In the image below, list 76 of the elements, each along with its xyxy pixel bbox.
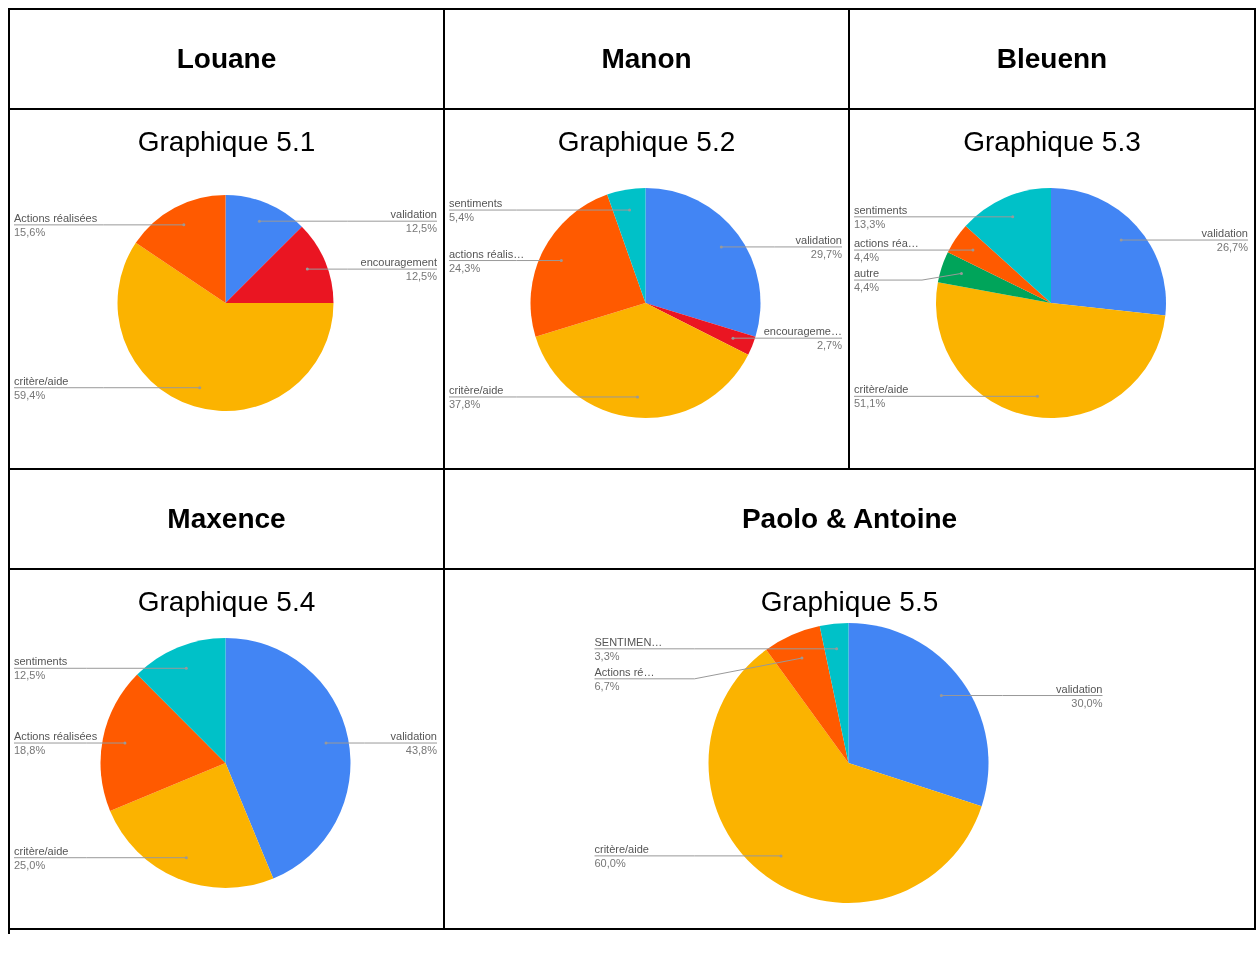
pie-slice: [937, 252, 1051, 303]
pie-slice: [645, 303, 756, 355]
data-label: 12,5%: [405, 270, 438, 283]
pie-slice: [135, 195, 226, 303]
data-label: 29,7%: [810, 247, 843, 260]
data-label: 4,4%: [854, 251, 880, 264]
pie-slice: [936, 282, 1166, 418]
data-label: 5,4%: [449, 211, 475, 224]
data-label: 12,5%: [14, 669, 46, 682]
slice-label: critère/aide: [14, 844, 69, 857]
data-label: 24,3%: [449, 261, 481, 274]
chart-title: Paolo & Antoine: [445, 470, 1256, 570]
pie-slice: [708, 649, 982, 903]
slice-label: validation: [390, 730, 437, 743]
data-label: 6,7%: [594, 679, 620, 692]
pie-slice: [225, 195, 302, 303]
pie-slice: [137, 638, 226, 763]
slice-label: actions réalis…: [449, 247, 525, 260]
pie-slice: [117, 242, 334, 411]
slice-label: encouragement: [360, 256, 437, 269]
chart-title: Maxence: [10, 470, 445, 570]
pie-slice: [965, 188, 1051, 303]
data-label: 3,3%: [594, 649, 620, 662]
pie-slice: [947, 225, 1051, 303]
slice-label: encourageme…: [763, 325, 842, 338]
pie-slice: [535, 303, 749, 418]
data-label: 18,8%: [14, 744, 46, 757]
slice-label: Actions ré…: [594, 665, 655, 678]
slice-label: critère/aide: [594, 842, 649, 855]
data-label: 59,4%: [14, 388, 46, 401]
data-label: 51,1%: [854, 397, 886, 410]
slice-label: SENTIMEN…: [594, 635, 663, 648]
chart-subtitle: Graphique 5.3: [962, 126, 1142, 158]
pie-slice: [819, 623, 849, 763]
slice-label: validation: [1201, 227, 1248, 240]
pie-slice: [766, 626, 849, 763]
slice-label: critère/aide: [854, 383, 909, 396]
data-label: 13,3%: [854, 217, 886, 230]
chart-subtitle: Graphique 5.1: [136, 126, 317, 158]
pie-slice: [607, 188, 646, 303]
data-label: 25,0%: [14, 858, 46, 871]
data-label: 4,4%: [854, 281, 880, 294]
data-label: 30,0%: [1071, 696, 1103, 709]
chart-title: Louane: [10, 10, 445, 110]
pie-slice: [225, 638, 351, 879]
data-label: 26,7%: [1216, 241, 1249, 254]
pie-slice: [100, 674, 226, 811]
slice-label: validation: [1056, 682, 1103, 695]
slice-label: sentiments: [449, 197, 503, 210]
slice-label: Actions réalisées: [14, 730, 98, 743]
slice-label: sentiments: [854, 203, 908, 216]
slice-label: actions réa…: [854, 237, 919, 250]
slice-label: validation: [795, 233, 842, 246]
pie-slice: [645, 188, 761, 337]
pie-slice: [225, 226, 334, 303]
data-label: 12,5%: [405, 222, 438, 235]
slice-label: Actions réalisées: [14, 211, 98, 224]
pie-slice: [530, 194, 646, 337]
data-label: 43,8%: [405, 744, 438, 757]
data-label: 15,6%: [14, 225, 46, 238]
chart-title: Bleuenn: [850, 10, 1256, 110]
data-label: 2,7%: [816, 339, 843, 352]
pie-slice: [848, 623, 989, 807]
chart-subtitle: Graphique 5.2: [556, 126, 737, 158]
pie-slice: [110, 763, 274, 888]
slice-label: critère/aide: [449, 383, 504, 396]
chart-subtitle: Graphique 5.5: [759, 586, 940, 618]
data-label: 37,8%: [449, 397, 481, 410]
slice-label: critère/aide: [14, 374, 69, 387]
chart-title: Manon: [445, 10, 850, 110]
data-label: 60,0%: [594, 856, 626, 869]
slice-label: autre: [854, 267, 880, 280]
slice-label: sentiments: [14, 655, 68, 668]
chart-subtitle: Graphique 5.4: [136, 586, 317, 618]
slice-label: validation: [390, 208, 437, 221]
pie-slice: [1051, 188, 1166, 316]
